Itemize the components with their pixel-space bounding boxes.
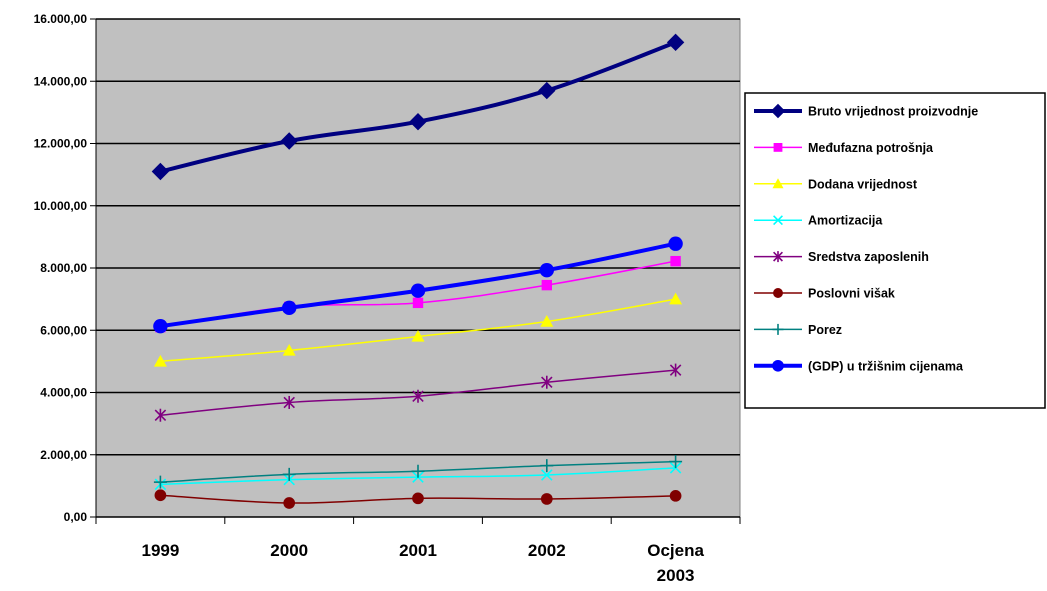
data-point — [773, 215, 783, 226]
data-point — [669, 363, 682, 377]
x-tick-label: 2001 — [399, 541, 437, 560]
series-sredstva-zaposlenih — [154, 363, 682, 422]
data-point — [153, 475, 167, 489]
data-point — [770, 103, 786, 119]
legend: Bruto vrijednost proizvodnje Međufazna po… — [744, 92, 1046, 409]
data-point — [666, 33, 685, 52]
legend-box — [744, 92, 1046, 409]
data-point — [541, 469, 553, 481]
plot-area — [95, 18, 741, 518]
data-point — [772, 178, 784, 189]
legend-label: Sredstva zaposlenih — [808, 250, 929, 264]
series-poslovni-vi-ak — [154, 489, 682, 509]
data-point — [280, 132, 298, 150]
data-point — [539, 262, 554, 278]
series-gdp-u-tr-i-nim-cijenama — [153, 236, 683, 334]
legend-item: Porez — [754, 323, 842, 337]
data-point — [154, 408, 167, 422]
y-tick-label: 10.000,00 — [34, 199, 88, 213]
data-point — [668, 236, 683, 251]
legend-label: Poslovni višak — [808, 287, 895, 301]
y-tick-label: 4.000,00 — [40, 386, 87, 400]
data-point — [283, 395, 295, 409]
data-point — [669, 455, 683, 469]
legend-label: Porez — [808, 323, 842, 337]
data-point — [151, 162, 170, 181]
legend-item: Amortizacija — [754, 214, 883, 228]
data-point — [773, 251, 783, 263]
legend-label: Međufazna potrošnja — [808, 141, 934, 155]
x-tick-label: 2000 — [270, 541, 308, 560]
data-point — [282, 343, 296, 356]
legend-item: (GDP) u tržišnim cijenama — [754, 359, 964, 373]
y-tick-label: 14.000,00 — [34, 74, 88, 88]
data-point — [540, 493, 553, 505]
data-point — [412, 389, 424, 403]
legend-label: (GDP) u tržišnim cijenama — [808, 359, 964, 373]
legend-item: Sredstva zaposlenih — [754, 250, 929, 264]
data-point — [541, 279, 552, 291]
data-point — [153, 319, 168, 334]
data-point — [283, 497, 296, 509]
legend-label: Dodana vrijednost — [808, 177, 918, 191]
y-tick-label: 16.000,00 — [34, 12, 88, 26]
data-point — [411, 329, 425, 342]
data-point — [154, 489, 167, 502]
data-point — [412, 492, 424, 505]
x-tick-label: 1999 — [141, 541, 179, 560]
x-tick-label: 2002 — [528, 541, 566, 560]
y-tick-label: 8.000,00 — [40, 261, 87, 275]
data-point — [410, 283, 426, 298]
data-point — [540, 459, 554, 473]
data-point — [773, 143, 783, 152]
data-point — [411, 464, 425, 478]
legend-item: Dodana vrijednost — [754, 177, 918, 191]
data-point — [412, 297, 424, 309]
x-tick-label: 2003 — [657, 566, 695, 585]
series-bruto-vrijednost-proizvodnje — [151, 33, 685, 181]
series-layer — [151, 33, 685, 509]
marker-stroke — [773, 215, 783, 226]
data-point — [541, 375, 553, 389]
legend-label: Bruto vrijednost proizvodnje — [808, 105, 978, 119]
data-point — [540, 315, 554, 327]
data-point — [282, 467, 296, 481]
y-tick-label: 6.000,00 — [40, 323, 87, 337]
data-point — [538, 81, 556, 100]
data-point — [153, 354, 167, 367]
data-point — [669, 489, 682, 502]
y-tick-label: 2.000,00 — [40, 448, 87, 462]
series-dodana-vrijednost — [153, 292, 683, 367]
y-tick-label: 0,00 — [64, 510, 88, 524]
data-point — [773, 288, 783, 298]
legend-item: Bruto vrijednost proizvodnje — [754, 103, 978, 119]
data-point — [772, 323, 784, 335]
series-porez — [153, 455, 683, 489]
x-tick-label: Ocjena — [647, 541, 704, 560]
legend-item: Međufazna potrošnja — [754, 141, 934, 155]
y-tick-label: 12.000,00 — [34, 137, 88, 151]
data-point — [670, 255, 681, 267]
data-point — [409, 113, 427, 131]
data-point — [772, 359, 784, 372]
marker-stroke — [541, 469, 553, 481]
axes: 0,00 2.000,00 4.000,00 6.000,00 8.000,00 10.0… — [34, 12, 741, 585]
legend-item: Poslovni višak — [754, 287, 895, 301]
legend-label: Amortizacija — [808, 214, 883, 228]
data-point — [282, 300, 297, 316]
data-point — [669, 292, 683, 305]
